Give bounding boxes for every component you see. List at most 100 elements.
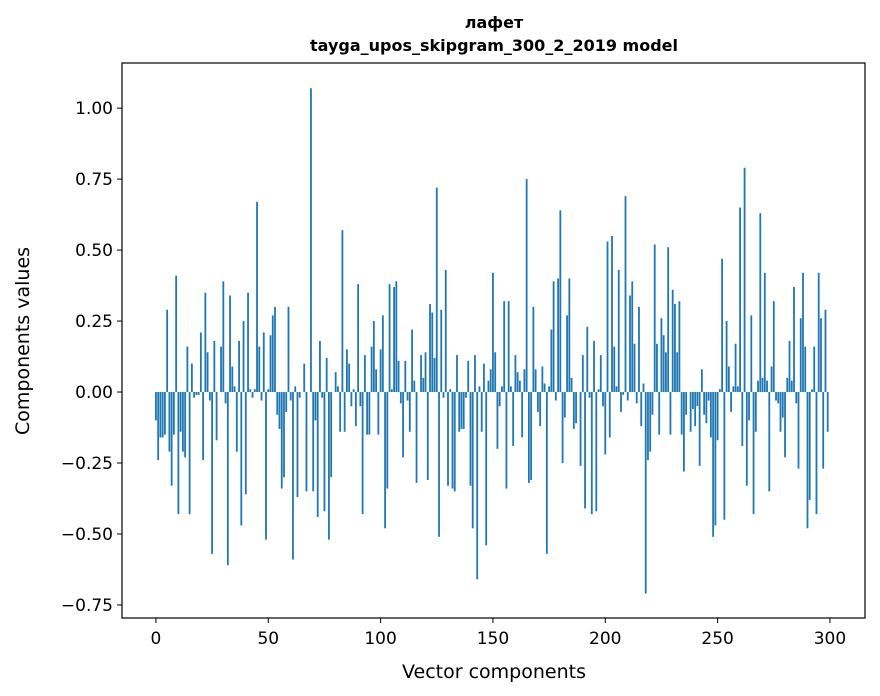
bar-46	[258, 346, 261, 393]
bar-142	[474, 355, 476, 393]
bar-61	[292, 392, 294, 560]
bar-165	[525, 179, 528, 393]
bar-152	[496, 392, 499, 449]
bar-120	[424, 352, 427, 393]
bar-164	[523, 369, 526, 393]
y-axis-label: Components values	[12, 247, 34, 435]
bar-220	[649, 392, 652, 452]
bar-59	[287, 306, 290, 393]
y-tick-label: 1.00	[75, 99, 113, 119]
bar-287	[799, 318, 802, 393]
bar-125	[435, 187, 438, 393]
x-tick-label: 100	[364, 629, 396, 649]
bar-214	[635, 392, 638, 404]
bar-277	[777, 392, 780, 404]
bar-215	[638, 306, 640, 393]
bar-81	[337, 386, 339, 393]
bar-113	[408, 392, 411, 432]
bar-26	[213, 340, 216, 393]
bar-281	[786, 377, 789, 393]
bar-129	[444, 269, 447, 393]
bar-89	[354, 392, 357, 427]
bar-151	[494, 352, 497, 393]
bar-290	[806, 392, 809, 529]
bar-101	[381, 315, 384, 393]
bar-92	[361, 392, 364, 515]
bar-150	[492, 272, 494, 393]
bar-212	[631, 281, 634, 393]
x-tick-label: 50	[257, 629, 279, 649]
bar-279	[781, 392, 784, 418]
bar-55	[278, 392, 281, 429]
bar-225	[660, 318, 663, 393]
bar-62	[294, 386, 297, 393]
bar-253	[723, 392, 726, 520]
bar-201	[606, 241, 609, 393]
bar-31	[224, 392, 227, 404]
bar-85	[346, 349, 348, 393]
bar-288	[802, 272, 804, 393]
bar-110	[402, 392, 404, 458]
bar-249	[714, 392, 717, 526]
bar-184	[568, 278, 571, 393]
bar-203	[611, 235, 613, 393]
bar-8	[173, 392, 175, 435]
x-tick-label: 200	[589, 629, 621, 649]
bar-109	[399, 392, 402, 404]
bar-98	[375, 369, 378, 393]
bar-197	[597, 389, 600, 393]
bar-0	[155, 392, 157, 421]
bar-236	[685, 392, 688, 415]
bar-198	[599, 355, 602, 393]
bar-193	[588, 392, 591, 398]
bar-180	[559, 210, 562, 393]
bar-264	[748, 392, 750, 421]
bar-24	[208, 392, 211, 401]
bar-291	[808, 392, 811, 500]
bar-132	[451, 392, 454, 489]
bar-35	[233, 386, 236, 393]
bar-217	[642, 383, 645, 393]
bar-67	[305, 392, 308, 492]
bar-70	[312, 392, 315, 492]
bar-80	[334, 372, 337, 393]
bar-77	[328, 392, 330, 540]
bar-233	[678, 301, 681, 393]
y-tick-label: 0.50	[75, 241, 113, 261]
bar-72	[316, 392, 319, 517]
bar-88	[352, 389, 355, 393]
bar-226	[662, 335, 665, 393]
bar-265	[750, 315, 753, 393]
bar-148	[487, 380, 490, 393]
bar-82	[339, 392, 342, 432]
bar-190	[581, 355, 584, 393]
bar-15	[188, 392, 191, 515]
bar-298	[824, 309, 827, 393]
bar-191	[584, 392, 586, 509]
y-tick-label: 0.75	[75, 170, 113, 190]
bar-276	[775, 392, 777, 401]
bar-218	[644, 392, 647, 594]
bar-33	[229, 295, 231, 393]
bar-173	[543, 383, 546, 393]
bar-211	[629, 295, 631, 393]
bar-52	[271, 315, 274, 393]
bar-186	[572, 392, 575, 429]
bar-108	[397, 360, 400, 393]
bar-47	[260, 392, 263, 401]
y-tick-label: −0.50	[61, 525, 113, 545]
bar-213	[633, 343, 636, 393]
bar-20	[199, 332, 202, 393]
bar-259	[736, 386, 739, 393]
bar-138	[465, 392, 467, 398]
bar-295	[817, 272, 820, 393]
bar-207	[620, 392, 622, 412]
bar-48	[262, 332, 265, 393]
bar-131	[449, 389, 452, 393]
bar-266	[752, 392, 755, 515]
bar-228	[667, 247, 670, 393]
x-axis-label: Vector components	[402, 661, 586, 683]
bar-122	[429, 304, 431, 393]
bar-41	[247, 292, 249, 393]
bar-140	[469, 392, 472, 486]
